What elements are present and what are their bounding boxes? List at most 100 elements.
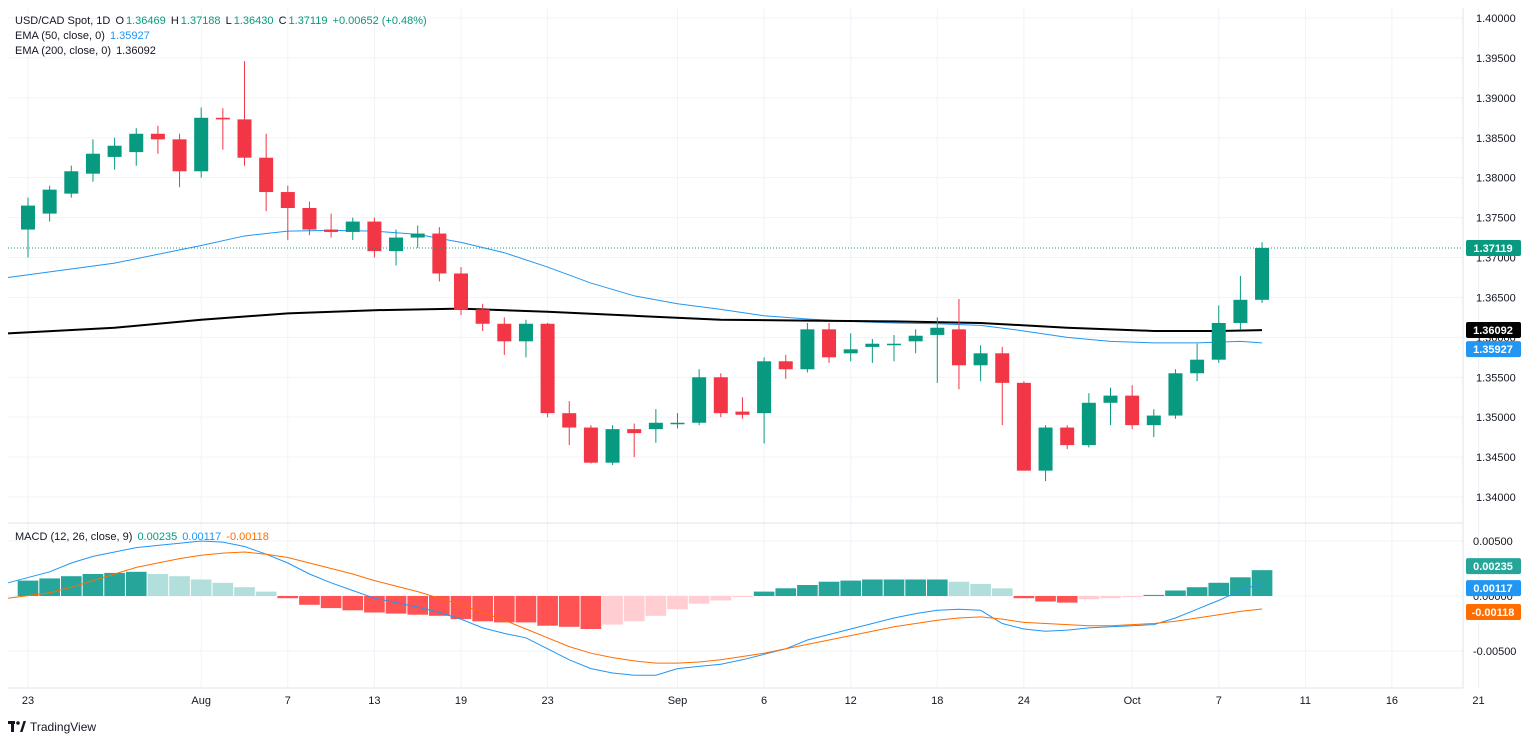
macd-histogram-bar — [342, 596, 364, 611]
macd-histogram-bar — [623, 596, 645, 622]
macd-signal-badge-bg — [1466, 603, 1521, 620]
time-tick-label: 24 — [1018, 695, 1030, 707]
candle-body — [648, 422, 663, 430]
candle-body — [345, 221, 360, 232]
time-tick-label: 16 — [1386, 695, 1398, 707]
macd-label: MACD (12, 26, close, 9) — [15, 531, 133, 543]
macd-legend[interactable]: MACD (12, 26, close, 9) 0.00235 0.00117 … — [15, 530, 271, 545]
high-value: 1.37188 — [180, 15, 221, 27]
change-value: +0.00652 (+0.48%) — [332, 15, 427, 27]
candle-body — [1103, 395, 1118, 403]
candle — [107, 137, 122, 170]
ema50-badge-bg — [1466, 341, 1521, 358]
signal-line — [7, 551, 1263, 664]
ema200-badge: 1.36092 — [1466, 321, 1521, 338]
macd-histogram-bar — [645, 596, 667, 616]
candle — [1146, 409, 1161, 438]
candle-body — [302, 208, 317, 230]
candle-body — [605, 429, 620, 463]
tradingview-brand[interactable]: TradingView — [8, 720, 96, 734]
macd-histogram-bar — [234, 587, 255, 596]
macd-histogram-bar — [991, 588, 1013, 596]
macd-histogram-bar — [320, 596, 342, 609]
candle-body — [865, 343, 880, 347]
price-tick-label: 1.38000 — [1476, 173, 1516, 185]
candle-body — [778, 361, 793, 370]
ema50-line — [7, 229, 1263, 344]
macd-histogram-bar — [1056, 596, 1078, 603]
macd-histogram-bar — [667, 596, 688, 610]
macd-histogram-bar — [970, 583, 991, 596]
candle-body — [21, 205, 35, 230]
price-tick-label: 1.40000 — [1476, 13, 1516, 25]
candle — [150, 125, 165, 154]
candle-body — [85, 153, 100, 174]
macd-hist-badge: 0.00235 — [1466, 558, 1521, 575]
candle — [951, 299, 966, 390]
candle-body — [497, 323, 512, 342]
macd-histogram-bar — [169, 576, 190, 596]
time-tick-label: 23 — [541, 695, 553, 707]
candle-body — [713, 377, 728, 414]
macd-tick-label: -0.00500 — [1473, 646, 1516, 658]
macd-histogram-bar — [602, 596, 623, 625]
candle — [670, 413, 685, 429]
ema50-label: EMA (50, close, 0) — [15, 30, 105, 42]
candle — [1038, 425, 1053, 482]
candle-body — [280, 192, 295, 209]
macd-histogram-bar — [190, 579, 212, 596]
candle — [475, 303, 490, 331]
time-tick-label: 21 — [1472, 695, 1484, 707]
symbol-title: USD/CAD Spot, 1D — [15, 15, 111, 27]
macd-signal-badge: -0.00118 — [1466, 603, 1521, 620]
candle-body — [1125, 395, 1140, 426]
macd-histogram-bar — [1208, 582, 1230, 596]
candle — [778, 354, 793, 379]
candle — [735, 397, 750, 419]
candle-body — [367, 221, 382, 252]
price-axis: 1.40000 1.39500 1.39000 1.38500 1.38000 1.375… — [1476, 13, 1516, 504]
candle-body — [42, 189, 57, 214]
macd-histogram-bar — [905, 579, 926, 596]
time-tick-label: 13 — [368, 695, 380, 707]
candle-body — [822, 329, 837, 358]
macd-histogram-bar — [299, 596, 320, 605]
macd-histogram-bar — [1143, 594, 1165, 596]
ema50-legend[interactable]: EMA (50, close, 0) 1.35927 — [15, 29, 152, 44]
candle — [237, 61, 252, 166]
candle — [843, 333, 858, 362]
ema200-legend[interactable]: EMA (200, close, 0) 1.36092 — [15, 44, 158, 59]
candle-body — [1255, 247, 1270, 300]
macd-histogram-bar — [926, 579, 948, 596]
macd-histogram-bar — [1186, 587, 1208, 596]
candle — [800, 322, 815, 373]
ema200-label: EMA (200, close, 0) — [15, 45, 111, 57]
candle-body — [410, 233, 425, 238]
candle-body — [64, 171, 79, 194]
candle — [1255, 242, 1270, 304]
macd-histogram-bar — [797, 585, 818, 596]
macd-tick-label: 0.00500 — [1473, 536, 1513, 548]
macd-histogram-bar — [407, 596, 429, 615]
price-tick-label: 1.34500 — [1476, 452, 1516, 464]
candle — [865, 338, 880, 363]
low-label: L — [225, 15, 232, 27]
candle-body — [692, 377, 707, 423]
candle-body — [800, 329, 815, 370]
candle-body — [562, 413, 577, 428]
candle — [1103, 387, 1118, 426]
macd-histogram-bar — [472, 596, 493, 622]
candle-body — [908, 335, 923, 342]
time-tick-label: 6 — [761, 695, 767, 707]
candle — [627, 423, 642, 458]
candle — [1233, 275, 1248, 330]
price-tick-label: 1.37500 — [1476, 213, 1516, 225]
macd-histogram-bar — [104, 572, 125, 596]
candle — [172, 133, 187, 188]
time-tick-label: 12 — [845, 695, 857, 707]
candle-body — [432, 233, 447, 274]
macd-line-badge-text: 0.00117 — [1473, 583, 1512, 595]
candle-body — [1168, 373, 1183, 416]
